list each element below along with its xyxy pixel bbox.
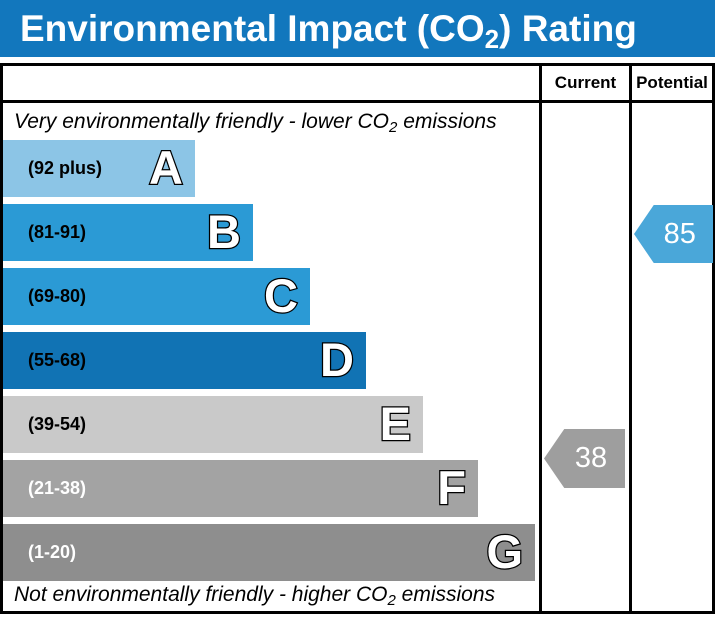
top-note: Very environmentally friendly - lower CO…	[14, 110, 497, 136]
header-row-divider	[0, 100, 715, 103]
bottom-note-co2-subscript: 2	[387, 592, 396, 609]
current-rating-value: 38	[574, 442, 608, 474]
rating-band: (81-91) B	[3, 204, 253, 261]
band-letter: A	[148, 140, 184, 196]
top-note-co2-subscript: 2	[389, 119, 398, 136]
potential-column-header: Potential	[636, 73, 708, 92]
page-title: Environmental Impact (CO2) Rating	[20, 7, 637, 54]
rating-band: (69-80) C	[3, 268, 310, 325]
potential-column-divider	[629, 63, 632, 614]
band-letter: E	[378, 396, 412, 452]
band-letter: G	[485, 524, 524, 580]
band-letter: B	[206, 204, 242, 260]
rating-band: (39-54) E	[3, 396, 423, 453]
band-letter: F	[436, 460, 467, 516]
band-range-label: (39-54)	[28, 414, 87, 434]
current-column-header: Current	[554, 73, 617, 92]
band-range-label: (92 plus)	[28, 158, 103, 178]
band-range-label: (69-80)	[28, 286, 87, 306]
rating-band: (21-38) F	[3, 460, 478, 517]
bottom-note: Not environmentally friendly - higher CO…	[14, 583, 496, 609]
band-range-label: (1-20)	[28, 542, 77, 562]
rating-band: (55-68) D	[3, 332, 366, 389]
potential-rating-marker: 85	[634, 205, 713, 263]
rating-band: (92 plus) A	[3, 140, 195, 197]
band-range-label: (81-91)	[28, 222, 87, 242]
rating-band: (1-20) G	[3, 524, 535, 581]
band-letter: C	[263, 268, 299, 324]
band-range-label: (55-68)	[28, 350, 87, 370]
current-column-divider	[539, 63, 542, 614]
potential-rating-value: 85	[663, 217, 696, 250]
chart-title-bar: Environmental Impact (CO2) Rating	[0, 0, 715, 57]
title-co2-subscript: 2	[484, 23, 500, 54]
current-rating-marker: 38	[544, 429, 625, 488]
band-letter: D	[319, 332, 355, 388]
band-range-label: (21-38)	[28, 478, 87, 498]
